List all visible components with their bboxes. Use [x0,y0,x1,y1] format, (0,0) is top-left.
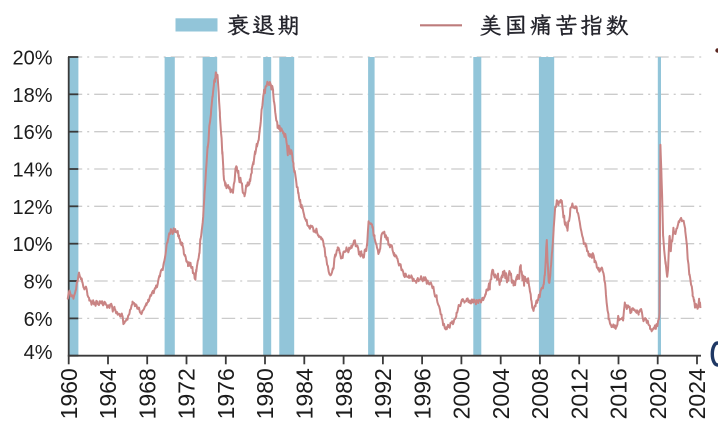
svg-text:1984: 1984 [292,368,318,419]
svg-text:2012: 2012 [566,368,592,419]
svg-text:18%: 18% [12,85,52,107]
svg-text:1964: 1964 [95,368,121,419]
svg-text:1972: 1972 [174,368,200,419]
svg-text:10%: 10% [12,234,52,256]
svg-text:16%: 16% [12,122,52,144]
svg-text:1992: 1992 [370,368,396,419]
svg-text:12%: 12% [12,197,52,219]
svg-text:2024: 2024 [684,368,710,419]
svg-text:1988: 1988 [331,368,357,419]
svg-text:1996: 1996 [409,368,435,419]
svg-text:1976: 1976 [213,368,239,419]
svg-text:14%: 14% [12,160,52,182]
svg-text:1968: 1968 [134,368,160,419]
svg-text:8%: 8% [24,272,53,294]
svg-text:4%: 4% [24,342,53,364]
svg-text:2008: 2008 [527,368,553,419]
svg-text:2000: 2000 [449,368,475,419]
svg-text:6%: 6% [24,309,53,331]
svg-text:1960: 1960 [56,368,82,419]
svg-text:2020: 2020 [645,368,671,419]
svg-text:20%: 20% [12,48,52,70]
svg-text:1980: 1980 [252,368,278,419]
svg-text:2016: 2016 [606,368,632,419]
svg-text:2004: 2004 [488,368,514,419]
